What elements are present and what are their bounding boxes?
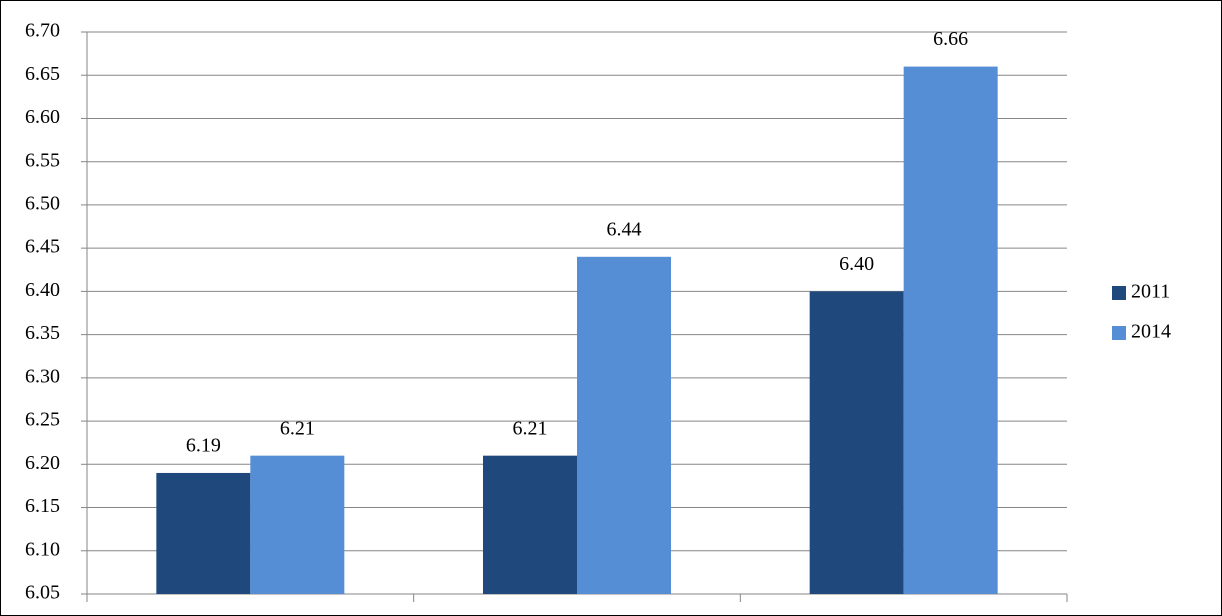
y-tick-label: 6.15 (25, 495, 60, 517)
bar (903, 66, 998, 595)
data-label: 6.19 (186, 435, 221, 457)
x-tick-label: Late Entry (535, 614, 620, 616)
legend-swatch (1112, 286, 1126, 300)
legend-swatch (1112, 326, 1126, 340)
bar (156, 472, 251, 594)
bar (577, 256, 671, 594)
x-tick-label: Early Entry (204, 614, 297, 616)
x-tick-label: Control (873, 614, 935, 616)
y-tick-label: 6.30 (25, 365, 60, 387)
y-tick-label: 6.50 (25, 193, 60, 215)
y-tick-label: 6.40 (25, 279, 60, 301)
y-tick-label: 6.45 (25, 236, 60, 258)
y-tick-label: 6.35 (25, 322, 60, 344)
y-tick-label: 6.65 (25, 63, 60, 85)
data-label: 6.21 (280, 417, 315, 439)
y-tick-label: 6.55 (25, 149, 60, 171)
y-tick-label: 6.25 (25, 409, 60, 431)
bar (483, 455, 577, 594)
bar (250, 455, 345, 594)
bar (809, 291, 904, 594)
y-tick-label: 6.10 (25, 538, 60, 560)
data-label: 6.66 (933, 28, 968, 50)
y-tick-label: 6.70 (25, 20, 60, 42)
y-tick-label: 6.05 (25, 582, 60, 604)
data-label: 6.21 (513, 417, 548, 439)
legend-label: 2011 (1131, 281, 1170, 303)
y-tick-label: 6.60 (25, 106, 60, 128)
y-tick-label: 6.20 (25, 452, 60, 474)
data-label: 6.44 (607, 218, 642, 240)
legend-label: 2014 (1131, 321, 1171, 343)
data-label: 6.40 (839, 253, 874, 275)
